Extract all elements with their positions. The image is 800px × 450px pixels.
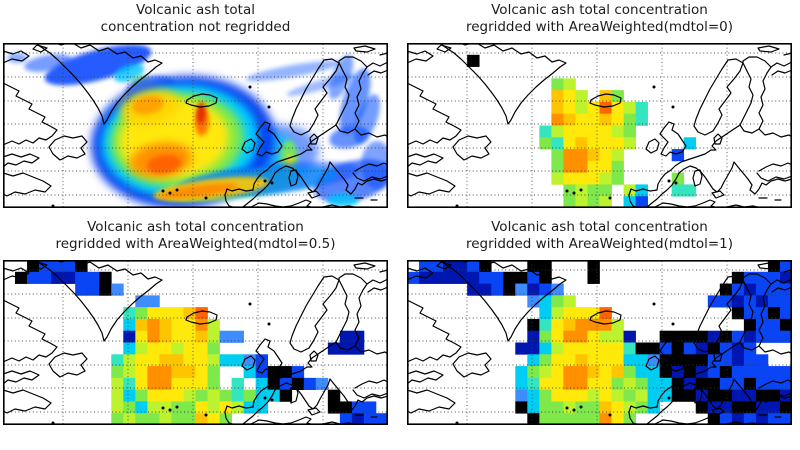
map-canvas-not-regridded (3, 43, 388, 208)
panel-mdtol-05: Volcanic ash total concentration regridd… (3, 219, 388, 426)
panel-title-line1: Volcanic ash total concentration (87, 219, 304, 235)
panel-title-line1: Volcanic ash total concentration (491, 219, 708, 235)
panel-mdtol-0: Volcanic ash total concentration regridd… (407, 2, 792, 209)
panel-title-line2: regridded with AreaWeighted(mdtol=1) (465, 235, 734, 252)
map-mdtol-0 (407, 43, 792, 208)
panel-title: Volcanic ash total concentration regridd… (407, 2, 792, 35)
map-canvas-mdtol-0.5 (3, 260, 388, 425)
panel-title: Volcanic ash total concentration regridd… (407, 219, 792, 252)
map-not-regridded (3, 43, 388, 208)
map-canvas-mdtol-0 (407, 43, 792, 208)
map-canvas-mdtol-1 (407, 260, 792, 425)
panel-title-line1: Volcanic ash total (136, 2, 255, 18)
panel-title-line2: regridded with AreaWeighted(mdtol=0) (465, 18, 734, 35)
panel-not-regridded: Volcanic ash total concentration not reg… (3, 2, 388, 209)
panel-title-line2: regridded with AreaWeighted(mdtol=0.5) (55, 235, 336, 252)
panel-title-line1: Volcanic ash total concentration (491, 2, 708, 18)
map-mdtol-1 (407, 260, 792, 425)
panel-title: Volcanic ash total concentration not reg… (3, 2, 388, 35)
map-mdtol-05 (3, 260, 388, 425)
panel-mdtol-1: Volcanic ash total concentration regridd… (407, 219, 792, 426)
panel-title: Volcanic ash total concentration regridd… (3, 219, 388, 252)
panel-title-line2: concentration not regridded (100, 18, 291, 35)
